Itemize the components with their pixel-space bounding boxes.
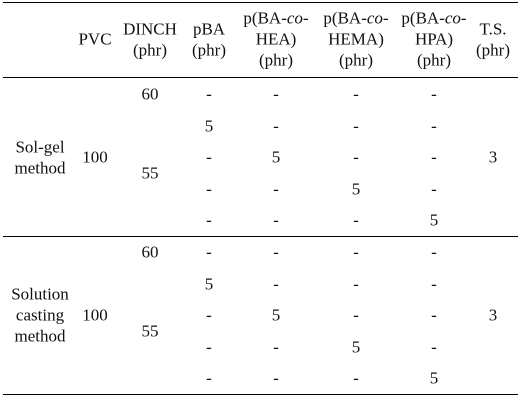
header-text: co [286,8,303,28]
table-cell: - [353,368,359,388]
header-text: co [444,8,461,28]
table-cell: - [431,179,437,198]
table-cell: - [353,274,359,293]
method-label: casting [15,305,65,325]
method-label: method [14,158,66,177]
header-line: (phr) [192,41,226,58]
header-line: (phr) [417,52,451,69]
table-cell: - [206,337,212,356]
bottom-rule [3,394,518,395]
header-text: HPA) [414,29,454,49]
header-line: (phr) [259,52,293,69]
table-cell: - [273,337,279,356]
header-text: T.S. [479,19,507,38]
header-text: HEMA) [328,29,384,49]
table-cell: - [431,242,437,262]
table-cell: - [431,84,437,104]
header-text: - [382,8,389,28]
header-line: p(BA-co- [323,10,388,27]
header-line: T.S. [479,20,506,37]
table-cell: 5 [204,274,214,293]
header-line: HEA) [256,31,297,48]
table-cell: - [353,116,359,135]
header-text: p(BA- [323,8,367,28]
method-label: Solution [11,284,69,304]
table-cell: - [353,305,359,325]
header-line: (phr) [133,41,167,58]
table-cell: - [206,305,212,325]
table-cell: - [206,84,212,104]
header-text: co [366,8,383,28]
header-text: HEA) [255,29,297,49]
table-cell: - [353,147,359,167]
header-rule [3,77,518,78]
table-cell: - [206,368,212,388]
header-line: DINCH [123,20,177,37]
header-text: (phr) [192,40,226,59]
header-text: (phr) [476,40,510,59]
pvc-cell: 100 [82,147,108,167]
header-text: (phr) [339,50,373,70]
header-text: (phr) [133,40,167,59]
table-cell: 5 [204,116,214,135]
method-label: Sol-gel [15,137,65,156]
header-text: pBA [192,19,226,38]
table-cell: - [431,116,437,135]
ts-cell: 3 [488,147,498,167]
method-label: method [14,326,66,346]
header-line: pBA [193,20,225,37]
table-cell: - [431,274,437,293]
dinch-cell: 55 [141,321,159,341]
dinch-cell: 55 [141,163,159,183]
table-cell: - [206,147,212,167]
table-cell: - [431,147,437,167]
header-line: PVC [78,31,111,48]
header-text: (phr) [417,50,451,70]
table-cell: 5 [351,179,361,198]
header-line: p(BA-co- [401,10,466,27]
table-cell: - [273,242,279,262]
table-cell: - [431,337,437,356]
dinch-cell: 60 [141,84,159,104]
table-cell: - [273,179,279,198]
table-cell: 5 [271,147,281,167]
group-rule [3,236,518,237]
table-cell: - [353,84,359,104]
table-cell: 5 [429,210,439,230]
table-cell: - [206,242,212,262]
header-text: PVC [78,29,112,49]
table-cell: - [353,242,359,262]
header-line: HPA) [415,31,453,48]
top-rule [3,2,518,3]
table-cell: - [273,368,279,388]
table-cell: - [206,210,212,230]
header-text: DINCH [123,19,177,38]
dinch-cell: 60 [141,242,159,262]
table-cell: - [273,210,279,230]
table-cell: - [206,179,212,198]
header-text: (phr) [259,50,293,70]
ts-cell: 3 [488,305,498,325]
table-cell: - [353,210,359,230]
header-text: - [302,8,309,28]
table-cell: - [273,274,279,293]
table-cell: 5 [351,337,361,356]
header-text: p(BA- [401,8,445,28]
header-line: HEMA) [328,31,384,48]
header-text: p(BA- [243,8,287,28]
header-line: p(BA-co- [243,10,308,27]
pvc-cell: 100 [82,305,108,325]
table-cell: - [431,305,437,325]
header-line: (phr) [476,41,510,58]
table-cell: - [273,116,279,135]
header-line: (phr) [339,52,373,69]
table-cell: - [273,84,279,104]
table-cell: 5 [429,368,439,388]
header-text: - [460,8,467,28]
table-cell: 5 [271,305,281,325]
